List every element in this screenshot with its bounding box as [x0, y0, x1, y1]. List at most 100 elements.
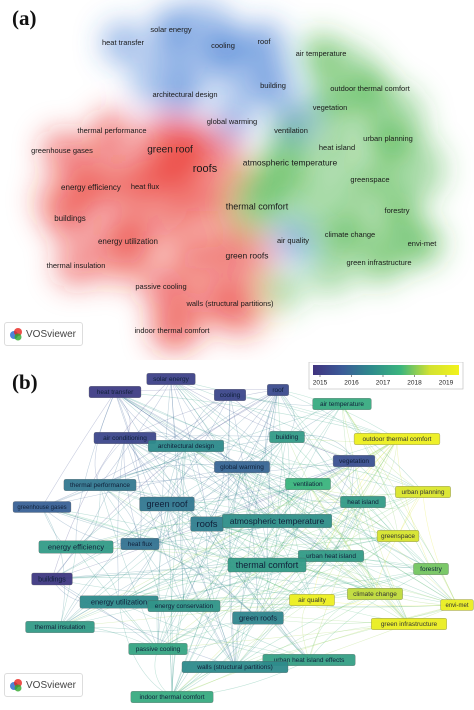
- link-124: [266, 438, 398, 566]
- node-label-air-conditioning: air conditioning: [103, 435, 147, 442]
- density-fill-20: [150, 120, 210, 180]
- link-193: [422, 491, 458, 606]
- term-urban-planning: urban planning: [363, 134, 413, 143]
- node-box-heat-transfer: [88, 386, 142, 398]
- node-box-air-conditioning: [93, 432, 157, 444]
- node-box-global-warming: [214, 461, 270, 473]
- link-51: [277, 389, 364, 503]
- panel-b-overlay-map: heat transfer solar energy cooling roof air …: [0, 361, 474, 705]
- link-305: [308, 604, 458, 661]
- term-thermal-performance: thermal performance: [77, 126, 146, 135]
- link-116: [286, 436, 410, 625]
- link-54: [266, 389, 279, 566]
- legend-gradient-bar: [313, 365, 459, 375]
- link-66: [341, 403, 424, 493]
- node-label-solar-energy: solar energy: [153, 376, 190, 383]
- term-climate-change: climate change: [325, 230, 375, 239]
- link-255: [139, 543, 173, 698]
- year-legend: 2015 2016 2017 2018 2019: [308, 361, 464, 390]
- link-253: [139, 543, 410, 625]
- node-label-thermal-comfort: thermal comfort: [236, 560, 299, 570]
- node-label-energy-utilization: energy utilization: [91, 597, 147, 606]
- vosviewer-badge-b: VOSviewer: [4, 673, 84, 697]
- node-box-energy-conservation: [147, 600, 221, 612]
- cluster-density-map: solar energy heat transfer cooling roof air …: [31, 0, 445, 352]
- node-box-thermal-performance: [63, 479, 137, 491]
- link-69: [51, 403, 343, 580]
- node-label-passive-cooling: passive cooling: [136, 646, 181, 653]
- link-4: [114, 391, 243, 468]
- term-thermal-comfort: thermal comfort: [226, 201, 289, 211]
- legend-label-2015: 2015: [313, 380, 328, 387]
- link-241: [75, 535, 399, 550]
- term-ventilation: ventilation: [274, 126, 308, 135]
- panel-a-label: (a): [12, 6, 37, 30]
- node-label-global-warming: global warming: [220, 464, 264, 471]
- legend-label-2018: 2018: [407, 380, 422, 387]
- legend-label-2017: 2017: [376, 380, 391, 387]
- node-thermal-performance: thermal performance: [63, 479, 137, 491]
- node-box-energy-efficiency: [38, 540, 114, 554]
- term-roofs: roofs: [193, 163, 218, 175]
- node-box-heat-island: [340, 496, 386, 508]
- term-outdoor-thermal-comfort: outdoor thermal comfort: [330, 84, 411, 93]
- node-box-architectural-design: [148, 440, 224, 452]
- term-heat-transfer: heat transfer: [102, 38, 145, 47]
- link-98: [185, 445, 268, 566]
- node-box-greenhouse-gases: [12, 501, 72, 513]
- node-climate-change: climate change: [347, 588, 403, 600]
- node-greenhouse-gases: greenhouse gases: [12, 501, 72, 513]
- node-label-envi-met: envi-met: [445, 603, 468, 609]
- link-74: [157, 403, 343, 650]
- density-fill-18: [152, 292, 208, 348]
- link-105: [170, 445, 187, 698]
- node-cooling: cooling: [214, 389, 246, 401]
- legend-label-2016: 2016: [344, 380, 359, 387]
- node-vegetation: vegetation: [332, 455, 376, 467]
- term-envi-met: envi-met: [408, 239, 438, 248]
- link-18: [114, 391, 236, 668]
- node-box-air-temperature: [312, 398, 372, 410]
- link-181: [118, 483, 309, 603]
- link-143: [353, 460, 458, 606]
- link-272: [51, 573, 376, 595]
- density-fill-17: [212, 282, 268, 338]
- term-thermal-insulation: thermal insulation: [47, 261, 106, 270]
- node-box-vegetation: [332, 455, 376, 467]
- node-box-cooling: [214, 389, 246, 401]
- link-195: [157, 491, 424, 650]
- node-label-thermal-performance: thermal performance: [70, 482, 130, 489]
- link-200: [41, 506, 313, 601]
- node-air-quality: air quality: [289, 594, 335, 606]
- node-label-green-roofs: green roofs: [239, 613, 277, 622]
- link-15: [114, 391, 376, 595]
- link-82: [75, 437, 126, 548]
- node-passive-cooling: passive cooling: [128, 643, 188, 655]
- link-211: [166, 503, 259, 619]
- link-52: [206, 389, 279, 525]
- node-box-roof: [267, 384, 289, 396]
- node-box-building: [269, 431, 305, 443]
- node-building: building: [269, 431, 305, 443]
- term-greenhouse-gases: greenhouse gases: [31, 146, 93, 155]
- node-box-urban-planning: [395, 486, 451, 498]
- link-192: [183, 491, 424, 607]
- node-ventilation: ventilation: [285, 478, 331, 490]
- link-41: [183, 394, 231, 607]
- link-268: [157, 564, 268, 650]
- term-forestry: forestry: [384, 206, 409, 215]
- link-130: [257, 438, 398, 619]
- link-171: [99, 484, 259, 619]
- density-fill-6: [375, 135, 445, 205]
- link-87: [124, 437, 185, 607]
- link-63: [171, 389, 279, 698]
- node-box-indoor-thermal-comfort: [130, 691, 214, 703]
- link-183: [257, 483, 309, 619]
- node-label-energy-conservation: energy conservation: [155, 603, 214, 610]
- term-energy-utilization: energy utilization: [98, 237, 158, 246]
- density-fill-7: [290, 170, 370, 250]
- link-3: [114, 391, 398, 440]
- link-144: [257, 460, 355, 619]
- link-16: [114, 391, 458, 606]
- link-128: [311, 438, 398, 601]
